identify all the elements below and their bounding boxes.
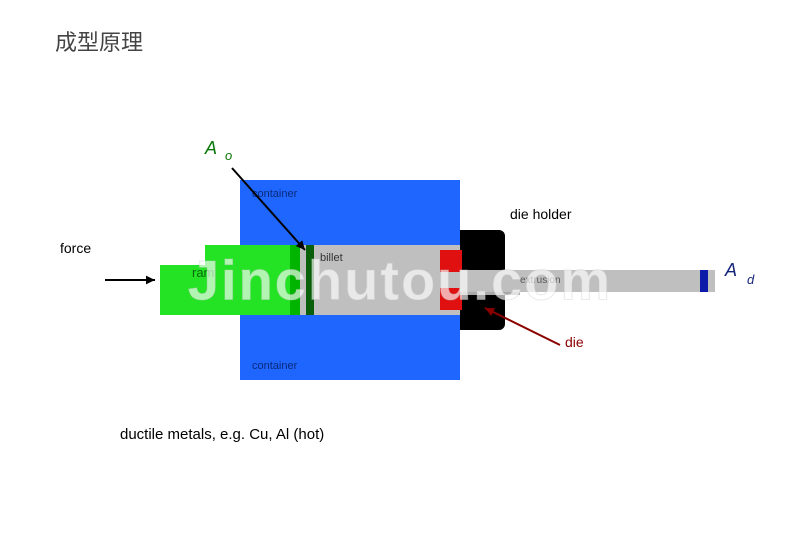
extrusion-bar: [460, 270, 715, 292]
die-holder-top: [460, 230, 505, 270]
force-label: force: [60, 240, 91, 256]
die-top: [440, 250, 462, 272]
Ad-marker: [700, 270, 708, 292]
page-title: 成型原理: [55, 25, 143, 57]
die-bottom: [440, 288, 462, 310]
die-holder-label: die holder: [510, 206, 572, 222]
container-bottom-label: container: [252, 360, 297, 372]
ram-label: ram: [192, 265, 214, 280]
die-arrow: [473, 296, 572, 357]
force-arrow: [93, 268, 167, 292]
Ao-label: A: [205, 138, 217, 159]
Ad-sub: d: [747, 272, 754, 287]
Ad-label: A: [725, 260, 737, 281]
billet-label: billet: [320, 252, 343, 264]
caption: ductile metals, e.g. Cu, Al (hot): [120, 426, 324, 443]
extrusion-label: extrusion: [520, 275, 561, 286]
Ao-arrow: [220, 156, 317, 262]
